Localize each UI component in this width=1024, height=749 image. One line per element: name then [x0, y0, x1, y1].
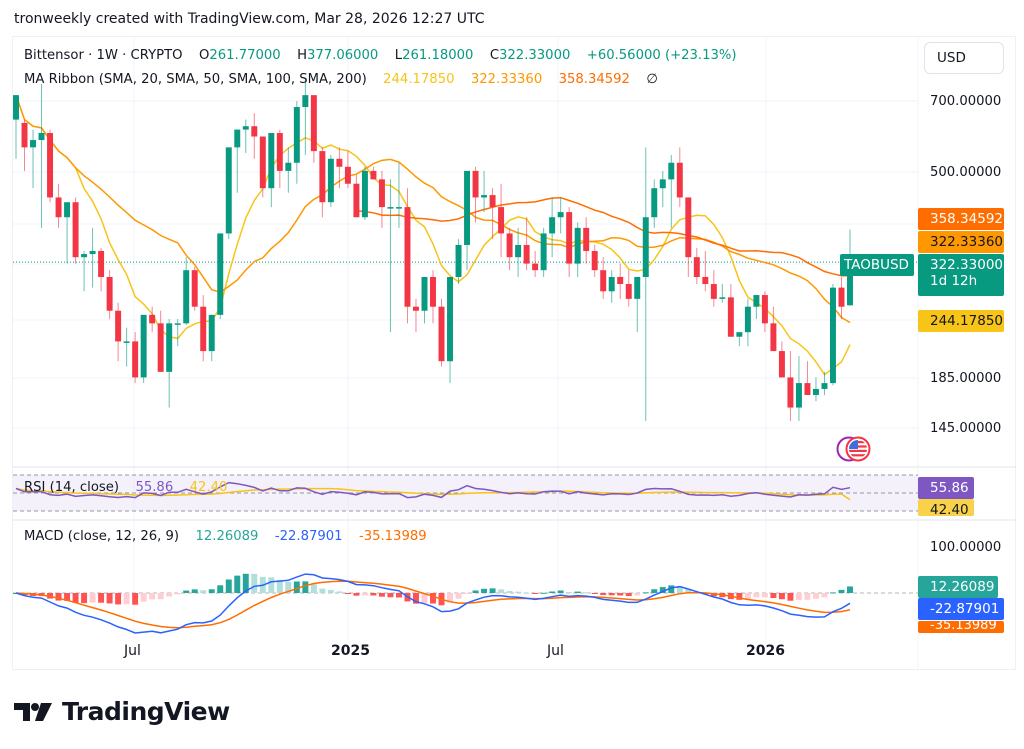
rsi-ma-value: 42.40 — [189, 480, 228, 495]
high-label: H — [297, 48, 307, 63]
rsi-legend: RSI (14, close) 55.86 42.40 — [24, 480, 227, 495]
change-value: +60.56000 — [586, 48, 661, 63]
macd-signal-value: -35.13989 — [358, 529, 427, 544]
macd-line-tag: -22.87901 — [918, 598, 1004, 620]
currency-button[interactable]: USD — [924, 42, 1004, 74]
price-axis-tick: 145.00000 — [930, 421, 1002, 436]
last-price-tag: 322.33000 1d 12h — [918, 254, 1004, 296]
macd-line-value: -22.87901 — [274, 529, 343, 544]
exchange: CRYPTO — [130, 48, 183, 63]
time-axis-tick: 2025 — [331, 643, 370, 659]
time-axis-tick: Jul — [124, 643, 141, 659]
ma-ribbon-label[interactable]: MA Ribbon (SMA, 20, SMA, 50, SMA, 100, S… — [24, 72, 367, 87]
low-value: 261.18000 — [402, 48, 474, 63]
macd-histogram-value: 12.26089 — [195, 529, 259, 544]
sma20-price-tag: 244.17850 — [918, 310, 1004, 332]
sma50-value: 322.33360 — [470, 72, 543, 87]
rsi-ma-value-tag: 42.40 — [918, 499, 974, 516]
price-axis-tick: 700.00000 — [930, 94, 1002, 109]
rsi-value: 55.86 — [135, 480, 174, 495]
symbol-legend: Bittensor · 1W · CRYPTO O261.77000 H377.… — [24, 48, 737, 63]
tradingview-logo-text: TradingView — [62, 697, 230, 726]
chart-frame[interactable] — [12, 36, 1016, 670]
bar-countdown: 1d 12h — [930, 273, 978, 289]
high-value: 377.06000 — [306, 48, 379, 63]
low-label: L — [394, 48, 403, 63]
last-price: 322.33000 — [930, 257, 1004, 273]
sma50-price-tag: 322.33360 — [918, 231, 1004, 253]
sma200-value: ∅ — [646, 72, 658, 87]
sma100-price-tag: 358.34592 — [918, 208, 1004, 230]
open-value: 261.77000 — [209, 48, 281, 63]
economic-event-flag-icon[interactable] — [836, 436, 872, 462]
price-axis-tick: 185.00000 — [930, 371, 1002, 386]
macd-legend: MACD (close, 12, 26, 9) 12.26089 -22.879… — [24, 529, 427, 544]
time-axis-tick: 2026 — [746, 643, 785, 659]
time-axis-tick: Jul — [547, 643, 564, 659]
symbol-name[interactable]: Bittensor — [24, 48, 84, 63]
price-axis-tick: 500.00000 — [930, 165, 1002, 180]
tradingview-logo-icon — [14, 702, 52, 721]
separator: · — [122, 48, 127, 63]
macd-histogram-tag: 12.26089 — [918, 576, 998, 598]
attribution-text: tronweekly created with TradingView.com,… — [14, 11, 485, 27]
close-value: 322.33000 — [499, 48, 571, 63]
change-percent: (+23.13%) — [664, 48, 737, 63]
separator: · — [88, 48, 93, 63]
tradingview-logo[interactable]: TradingView — [14, 697, 230, 726]
macd-axis-tick: 100.00000 — [930, 540, 1002, 555]
close-label: C — [489, 48, 500, 63]
sma20-value: 244.17850 — [383, 72, 455, 87]
sma100-value: 358.34592 — [558, 72, 630, 87]
open-label: O — [198, 48, 210, 63]
symbol-price-label: TAOBUSD — [840, 254, 914, 276]
ma-ribbon-legend: MA Ribbon (SMA, 20, SMA, 50, SMA, 100, S… — [24, 72, 658, 87]
macd-signal-tag: -35.13989 — [918, 621, 1004, 633]
rsi-label[interactable]: RSI (14, close) — [24, 480, 120, 495]
interval[interactable]: 1W — [96, 48, 118, 63]
rsi-value-tag: 55.86 — [918, 477, 974, 499]
macd-label[interactable]: MACD (close, 12, 26, 9) — [24, 529, 180, 544]
